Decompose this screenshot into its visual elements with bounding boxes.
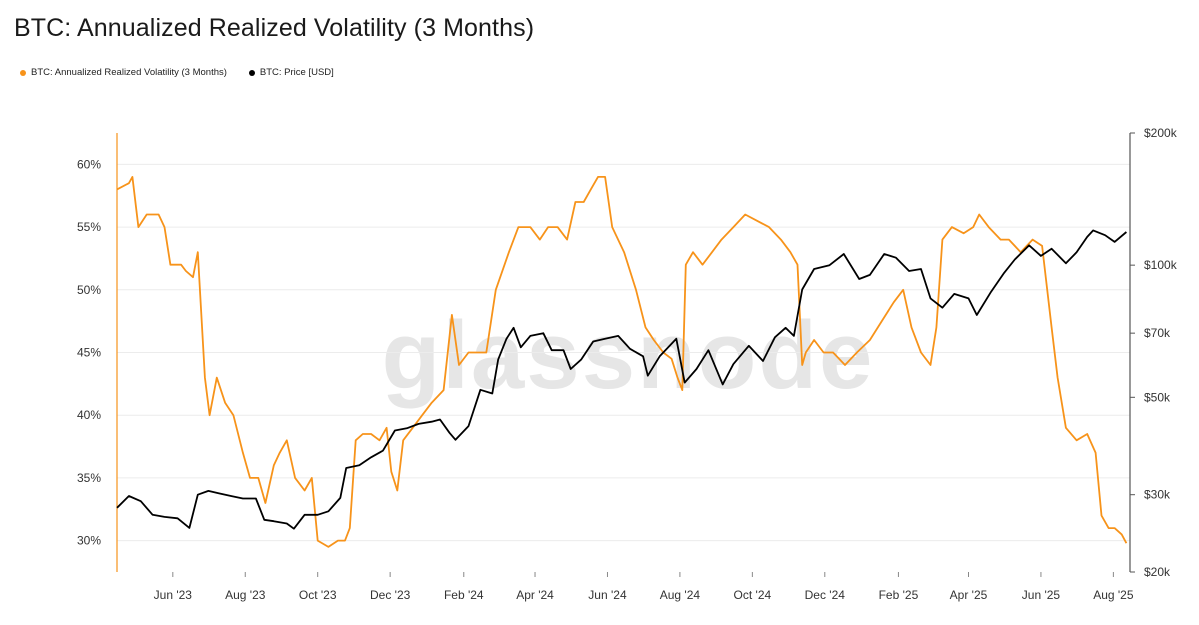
y-left-tick-label: 50% [77,283,101,297]
chart-title: BTC: Annualized Realized Volatility (3 M… [14,14,535,42]
y-right-tick-label: $100k [1144,258,1178,272]
legend-item-volatility[interactable]: BTC: Annualized Realized Volatility (3 M… [20,67,227,78]
price-line [116,229,1127,530]
x-tick-label: Jun '23 [154,588,193,602]
x-tick-label: Jun '25 [1022,588,1061,602]
gridlines [117,163,1130,542]
legend-label-volatility: BTC: Annualized Realized Volatility (3 M… [31,67,227,78]
y-left-tick-label: 55% [77,220,101,234]
y-left-tick-label: 30% [77,534,101,548]
x-tick-label: Jun '24 [588,588,627,602]
x-tick-label: Feb '25 [879,588,919,602]
y-left-tick-label: 60% [77,157,101,171]
y-right-tick-label: $200k [1144,126,1178,140]
y-right-tick-label: $70k [1144,326,1171,340]
volatility-line [116,176,1128,548]
legend: BTC: Annualized Realized Volatility (3 M… [20,67,334,78]
x-tick-label: Aug '24 [660,588,701,602]
x-tick-label: Apr '24 [516,588,554,602]
legend-item-price[interactable]: BTC: Price [USD] [248,67,334,78]
watermark: glassnode [382,302,875,409]
y-left-tick-label: 45% [77,346,101,360]
x-tick-label: Dec '24 [805,588,846,602]
y-left-tick-label: 40% [77,408,101,422]
x-tick-label: Feb '24 [444,588,484,602]
legend-dot-price [248,69,255,76]
legend-label-price: BTC: Price [USD] [259,67,334,78]
y-right-tick-label: $50k [1144,390,1171,404]
x-tick-label: Dec '23 [370,588,411,602]
legend-dot-volatility [20,69,26,76]
series-group [116,176,1128,548]
y-left-tick-label: 35% [77,471,101,485]
x-tick-label: Oct '23 [299,588,337,602]
y-right-tick-label: $30k [1144,488,1171,502]
x-tick-label: Aug '23 [225,588,266,602]
x-tick-label: Aug '25 [1093,588,1134,602]
x-tick-label: Oct '24 [734,588,772,602]
y-right-tick-label: $20k [1144,565,1171,579]
x-tick-label: Apr '25 [950,588,988,602]
axes: 30% 35% 40% 45% 50% 55% 60% $20k $30k $50k $70k $10… [77,126,1178,602]
